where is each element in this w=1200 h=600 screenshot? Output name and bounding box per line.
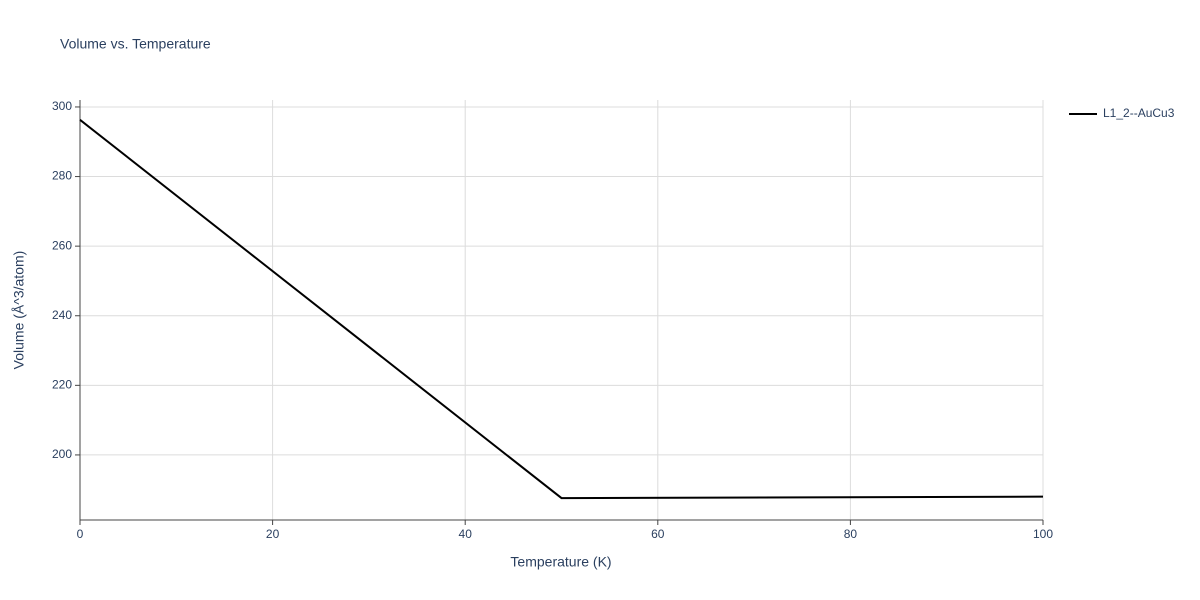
x-tick-label: 80 (844, 527, 858, 541)
data-line (79, 119, 1044, 500)
x-tick-label: 20 (266, 527, 280, 541)
y-tick-label: 260 (52, 238, 72, 252)
legend-label: L1_2--AuCu3 (1103, 106, 1175, 120)
x-tick-label: 40 (459, 527, 473, 541)
y-tick-label: 240 (52, 308, 72, 322)
y-axis-title: Volume (Å^3/atom) (11, 251, 27, 370)
y-tick-label: 200 (52, 447, 72, 461)
y-tick-label: 220 (52, 378, 72, 392)
y-tick-label: 300 (52, 99, 72, 113)
grid (79, 100, 1044, 520)
x-tick-label: 0 (77, 527, 84, 541)
x-tick-label: 60 (651, 527, 665, 541)
y-tick-label: 280 (52, 169, 72, 183)
x-tick-label: 100 (1033, 527, 1053, 541)
chart-title: Volume vs. Temperature (60, 36, 211, 52)
x-axis-title: Temperature (K) (510, 554, 611, 570)
